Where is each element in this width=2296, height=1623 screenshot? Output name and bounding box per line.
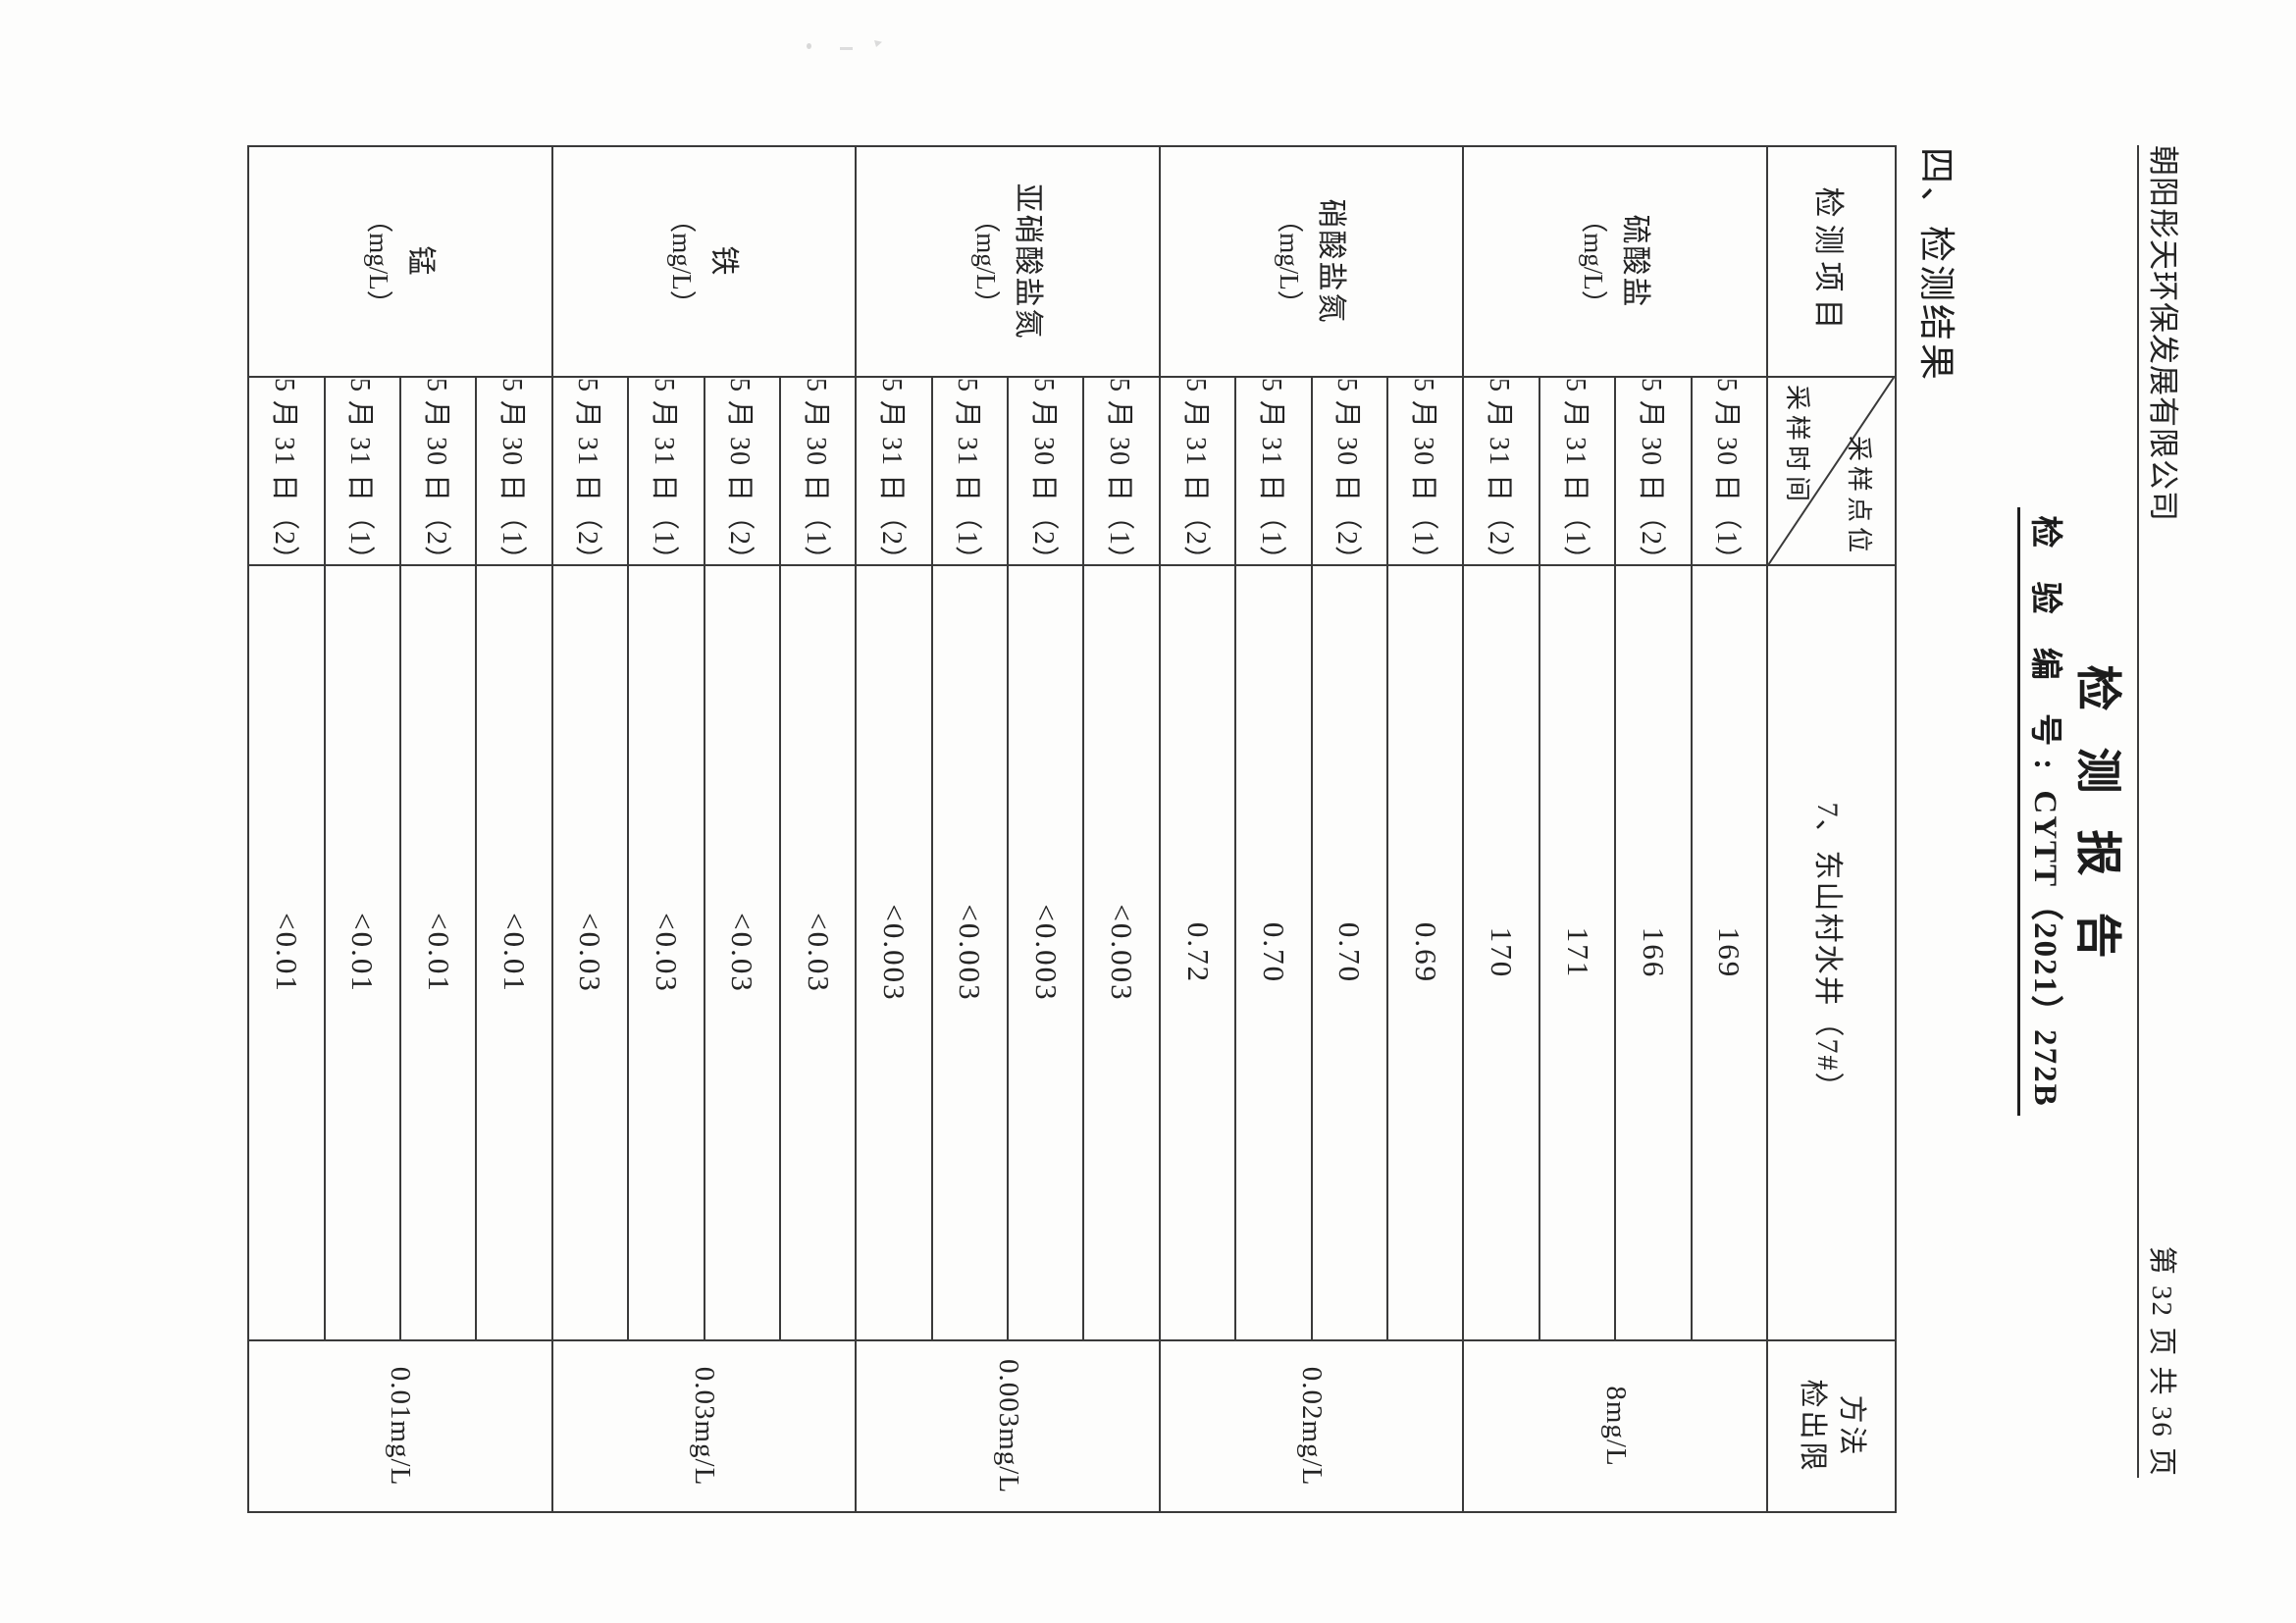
param-name: 硝酸盐氮 — [1315, 198, 1348, 325]
result-value-cell: 0.72 — [1159, 565, 1236, 1340]
detection-limit-cell: 0.01mg/L — [248, 1340, 552, 1512]
result-value-cell: 166 — [1615, 565, 1692, 1340]
detection-limit-label-line1: 方法 — [1835, 1394, 1867, 1458]
result-value-cell: <0.003 — [856, 565, 932, 1340]
company-name: 朝阳彤天环保发展有限公司 — [2146, 145, 2180, 522]
result-value-cell: <0.03 — [779, 565, 857, 1340]
col-header-detection-limit: 方法 检出限 — [1767, 1340, 1896, 1512]
sample-date-cell: 5 月 31 日（2） — [856, 377, 932, 574]
param-unit: （mg/L） — [970, 206, 1001, 317]
result-value-cell: 0.70 — [1311, 565, 1388, 1340]
sample-date-cell: 5 月 30 日（1） — [1083, 377, 1160, 574]
report-number-line: 检 验 编 号: CYTT（2021）272B — [2017, 0, 2072, 1623]
result-value-cell: <0.01 — [324, 565, 400, 1340]
sample-date-cell: 5 月 31 日（1） — [1539, 377, 1616, 574]
sample-date-cell: 5 月 30 日（1） — [1387, 377, 1464, 574]
detection-limit-cell: 0.003mg/L — [856, 1340, 1160, 1512]
col-header-test-item: 检测项目 — [1767, 146, 1896, 377]
scan-speck — [874, 40, 882, 47]
page-number: 第 32 页 共 36 页 — [2146, 1245, 2177, 1478]
param-name-cell: 铁 （mg/L） — [551, 146, 857, 377]
sample-date-cell: 5 月 31 日（1） — [931, 377, 1009, 574]
result-value-cell: <0.01 — [476, 565, 552, 1340]
sampling-time-label: 采样时间 — [1783, 385, 1811, 507]
sample-date-cell: 5 月 31 日（1） — [628, 377, 704, 574]
sample-date-cell: 5 月 30 日（2） — [399, 377, 477, 574]
report-number-label: 检 验 编 号: — [2027, 515, 2062, 783]
param-unit: （mg/L） — [1275, 206, 1305, 317]
results-table: 检测项目 采样点位 采样时间 7、东山村水井（7#） 方法 检出限 硫酸盐 （m… — [247, 145, 1897, 1513]
param-name: 硫酸盐 — [1618, 214, 1651, 309]
scan-speck — [807, 43, 811, 49]
sampling-point-label: 采样点位 — [1845, 435, 1873, 557]
result-value-cell: <0.03 — [628, 565, 704, 1340]
report-number-value: CYTT（2021）272B — [2027, 790, 2062, 1108]
table-header-row: 检测项目 采样点位 采样时间 7、东山村水井（7#） 方法 检出限 — [1767, 146, 1896, 1512]
detection-limit-cell: 0.02mg/L — [1159, 1340, 1464, 1512]
table-row: 铁 （mg/L） 5 月 30 日（1） <0.03 0.03mg/L — [551, 146, 857, 1512]
result-value-cell: <0.003 — [1008, 565, 1084, 1340]
report-number: 检 验 编 号: CYTT（2021）272B — [2017, 507, 2072, 1116]
result-value-cell: <0.03 — [704, 565, 780, 1340]
sample-date-cell: 5 月 31 日（2） — [551, 377, 629, 574]
sample-date-cell: 5 月 30 日（2） — [1615, 377, 1692, 574]
param-name: 亚硝酸盐氮 — [1011, 183, 1044, 340]
param-name-cell: 亚硝酸盐氮 （mg/L） — [856, 146, 1160, 377]
sample-date-cell: 5 月 31 日（2） — [248, 377, 325, 574]
section-heading: 四、检测结果 — [1915, 147, 1956, 383]
result-value-cell: <0.003 — [931, 565, 1009, 1340]
report-title: 检测报告 — [2071, 664, 2122, 995]
diagonal-header-cell: 采样点位 采样时间 — [1767, 377, 1896, 565]
sample-date-cell: 5 月 30 日（1） — [476, 377, 552, 574]
sample-date-cell: 5 月 30 日（1） — [779, 377, 857, 574]
scan-speck — [840, 47, 853, 50]
table-row: 亚硝酸盐氮 （mg/L） 5 月 30 日（1） <0.003 0.003mg/… — [856, 146, 1160, 1512]
param-unit: （mg/L） — [363, 206, 393, 317]
detection-limit-cell: 0.03mg/L — [551, 1340, 857, 1512]
param-name-cell: 锰 （mg/L） — [248, 146, 552, 377]
detection-limit-label-line2: 检出限 — [1797, 1379, 1829, 1474]
param-name-cell: 硝酸盐氮 （mg/L） — [1159, 146, 1464, 377]
sample-date-cell: 5 月 30 日（2） — [1311, 377, 1388, 574]
param-unit: （mg/L） — [1578, 206, 1608, 317]
sample-date-cell: 5 月 31 日（2） — [1159, 377, 1236, 574]
table-row: 硫酸盐 （mg/L） 5 月 30 日（1） 169 8mg/L — [1463, 146, 1767, 1512]
result-value-cell: 0.69 — [1387, 565, 1464, 1340]
page-header: 朝阳彤天环保发展有限公司 第 32 页 共 36 页 — [2137, 145, 2188, 1478]
param-unit: （mg/L） — [667, 206, 698, 317]
param-name-cell: 硫酸盐 （mg/L） — [1463, 146, 1767, 377]
result-value-cell: 170 — [1463, 565, 1539, 1340]
param-name: 锰 — [403, 245, 437, 278]
result-value-cell: 0.70 — [1235, 565, 1312, 1340]
result-value-cell: <0.003 — [1083, 565, 1160, 1340]
sample-date-cell: 5 月 30 日（2） — [1008, 377, 1084, 574]
sample-date-cell: 5 月 31 日（1） — [1235, 377, 1312, 574]
table-row: 锰 （mg/L） 5 月 30 日（1） <0.01 0.01mg/L — [248, 146, 552, 1512]
sample-date-cell: 5 月 31 日（2） — [1463, 377, 1539, 574]
result-value-cell: <0.01 — [248, 565, 325, 1340]
sample-date-cell: 5 月 31 日（1） — [324, 377, 400, 574]
sample-date-cell: 5 月 30 日（2） — [704, 377, 780, 574]
detection-limit-cell: 8mg/L — [1463, 1340, 1767, 1512]
result-value-cell: <0.03 — [551, 565, 629, 1340]
col-header-sampling-site: 7、东山村水井（7#） — [1767, 565, 1896, 1340]
param-name: 铁 — [707, 245, 741, 278]
result-value-cell: 169 — [1691, 565, 1767, 1340]
table-row: 硝酸盐氮 （mg/L） 5 月 30 日（1） 0.69 0.02mg/L — [1159, 146, 1464, 1512]
result-value-cell: 171 — [1539, 565, 1616, 1340]
sample-date-cell: 5 月 30 日（1） — [1691, 377, 1767, 574]
result-value-cell: <0.01 — [399, 565, 477, 1340]
